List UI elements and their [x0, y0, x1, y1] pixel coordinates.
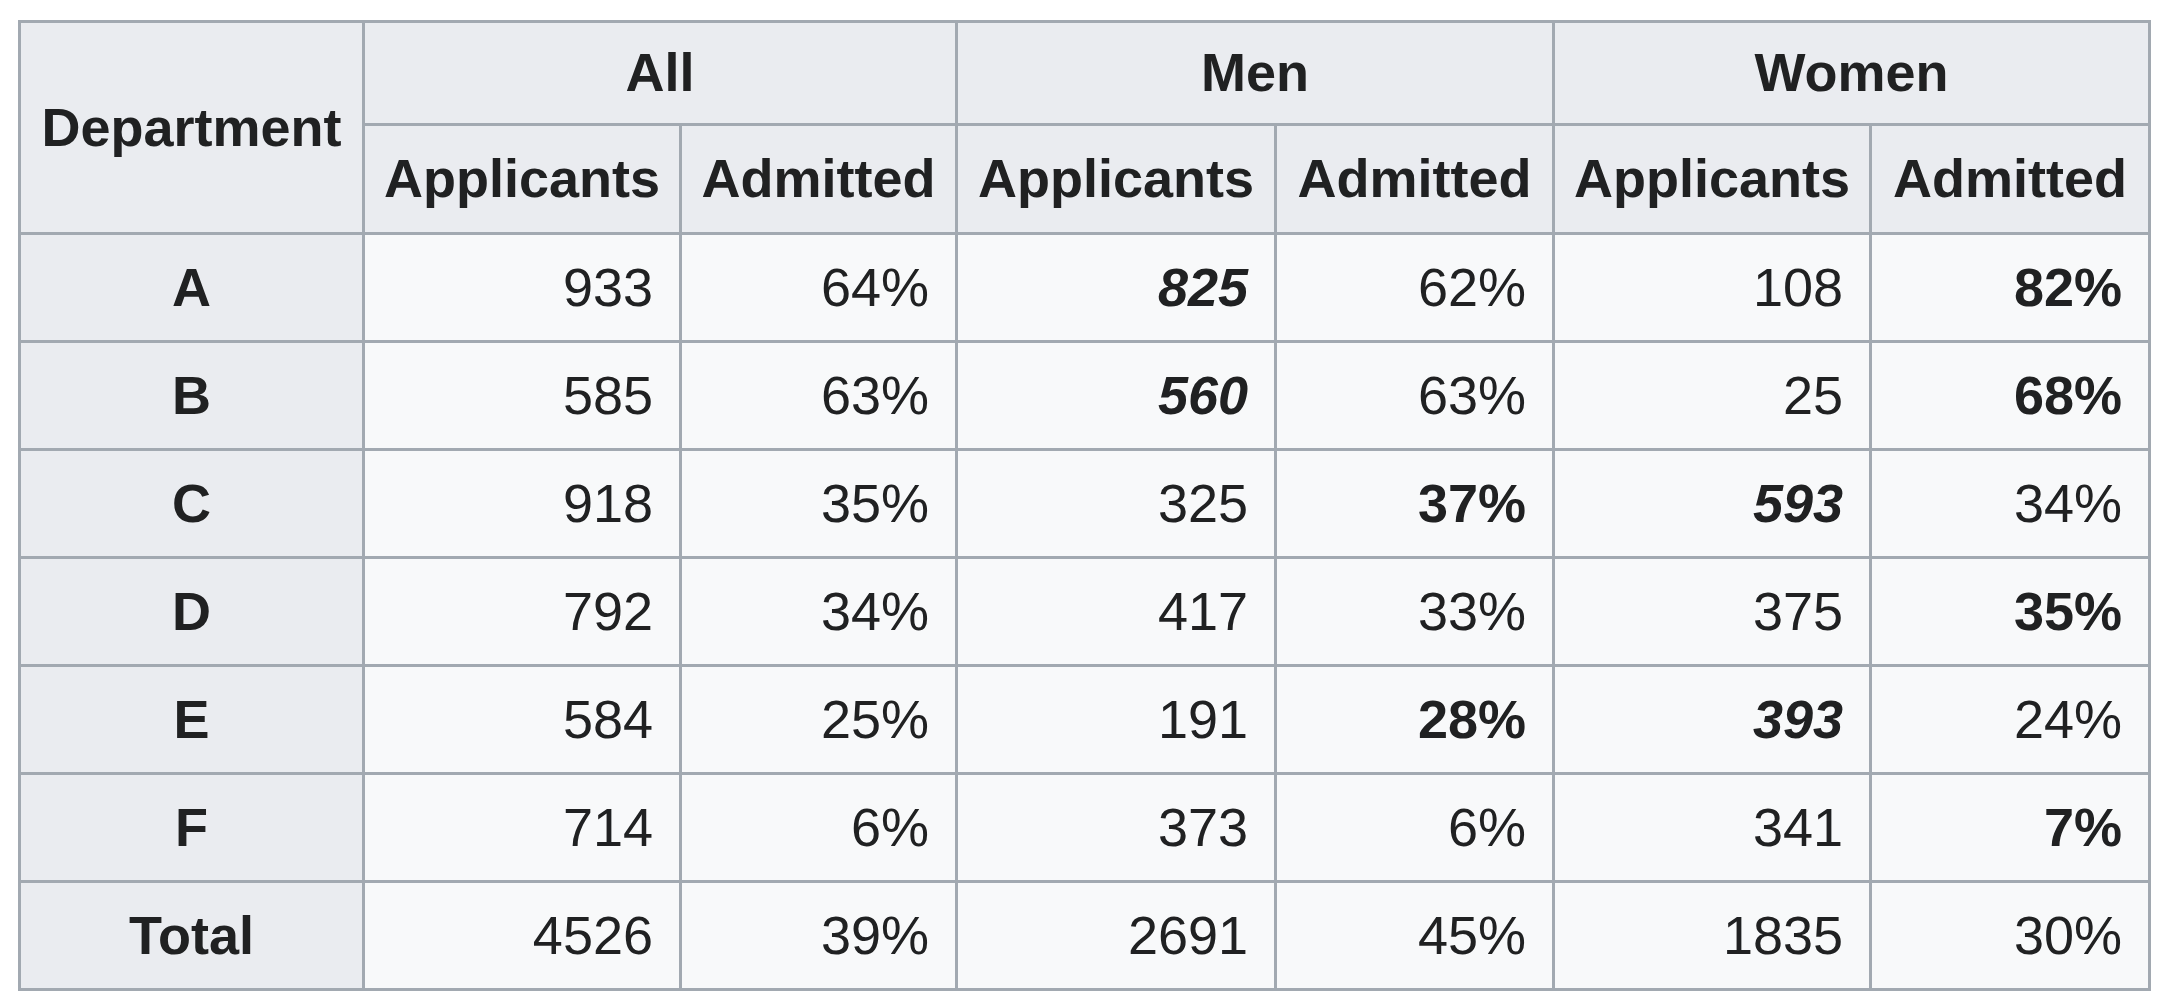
cell-f-all-applicants: 714: [364, 774, 681, 882]
cell-total-women-applicants: 1835: [1554, 882, 1871, 990]
sub-header-women-admitted: Admitted: [1871, 125, 2150, 234]
cell-a-all-applicants: 933: [364, 234, 681, 342]
table-row-c: C 918 35% 325 37% 593 34%: [20, 450, 2150, 558]
group-header-all: All: [364, 22, 957, 125]
cell-e-all-applicants: 584: [364, 666, 681, 774]
sub-header-all-applicants: Applicants: [364, 125, 681, 234]
row-label: A: [20, 234, 364, 342]
cell-total-men-applicants: 2691: [957, 882, 1276, 990]
table-row-total: Total 4526 39% 2691 45% 1835 30%: [20, 882, 2150, 990]
cell-c-all-applicants: 918: [364, 450, 681, 558]
sub-header-men-admitted: Admitted: [1276, 125, 1554, 234]
cell-a-men-admitted: 62%: [1276, 234, 1554, 342]
table-row-b: B 585 63% 560 63% 25 68%: [20, 342, 2150, 450]
admissions-table: Department All Men Women Applicants Admi…: [18, 20, 2151, 991]
cell-e-all-admitted: 25%: [681, 666, 957, 774]
cell-total-women-admitted: 30%: [1871, 882, 2150, 990]
cell-a-men-applicants: 825: [957, 234, 1276, 342]
cell-c-all-admitted: 35%: [681, 450, 957, 558]
cell-total-all-applicants: 4526: [364, 882, 681, 990]
cell-c-men-admitted: 37%: [1276, 450, 1554, 558]
cell-b-all-admitted: 63%: [681, 342, 957, 450]
cell-b-all-applicants: 585: [364, 342, 681, 450]
cell-d-all-applicants: 792: [364, 558, 681, 666]
cell-e-women-admitted: 24%: [1871, 666, 2150, 774]
cell-f-women-admitted: 7%: [1871, 774, 2150, 882]
cell-a-women-admitted: 82%: [1871, 234, 2150, 342]
group-header-row: Department All Men Women: [20, 22, 2150, 125]
row-label: C: [20, 450, 364, 558]
table-row-d: D 792 34% 417 33% 375 35%: [20, 558, 2150, 666]
cell-e-women-applicants: 393: [1554, 666, 1871, 774]
cell-b-women-applicants: 25: [1554, 342, 1871, 450]
cell-d-men-applicants: 417: [957, 558, 1276, 666]
table-row-a: A 933 64% 825 62% 108 82%: [20, 234, 2150, 342]
cell-c-women-admitted: 34%: [1871, 450, 2150, 558]
cell-a-all-admitted: 64%: [681, 234, 957, 342]
sub-header-women-applicants: Applicants: [1554, 125, 1871, 234]
row-label: F: [20, 774, 364, 882]
cell-c-women-applicants: 593: [1554, 450, 1871, 558]
row-label: D: [20, 558, 364, 666]
cell-f-women-applicants: 341: [1554, 774, 1871, 882]
cell-b-men-admitted: 63%: [1276, 342, 1554, 450]
cell-total-men-admitted: 45%: [1276, 882, 1554, 990]
cell-c-men-applicants: 325: [957, 450, 1276, 558]
sub-header-all-admitted: Admitted: [681, 125, 957, 234]
column-header-department: Department: [20, 22, 364, 234]
row-label: B: [20, 342, 364, 450]
sub-header-men-applicants: Applicants: [957, 125, 1276, 234]
cell-f-men-admitted: 6%: [1276, 774, 1554, 882]
cell-d-men-admitted: 33%: [1276, 558, 1554, 666]
cell-d-all-admitted: 34%: [681, 558, 957, 666]
row-label: E: [20, 666, 364, 774]
table-row-f: F 714 6% 373 6% 341 7%: [20, 774, 2150, 882]
cell-d-women-admitted: 35%: [1871, 558, 2150, 666]
table-row-e: E 584 25% 191 28% 393 24%: [20, 666, 2150, 774]
cell-total-all-admitted: 39%: [681, 882, 957, 990]
cell-f-all-admitted: 6%: [681, 774, 957, 882]
cell-e-men-applicants: 191: [957, 666, 1276, 774]
group-header-men: Men: [957, 22, 1554, 125]
cell-e-men-admitted: 28%: [1276, 666, 1554, 774]
cell-d-women-applicants: 375: [1554, 558, 1871, 666]
cell-b-men-applicants: 560: [957, 342, 1276, 450]
group-header-women: Women: [1554, 22, 2150, 125]
cell-a-women-applicants: 108: [1554, 234, 1871, 342]
cell-b-women-admitted: 68%: [1871, 342, 2150, 450]
row-label: Total: [20, 882, 364, 990]
cell-f-men-applicants: 373: [957, 774, 1276, 882]
